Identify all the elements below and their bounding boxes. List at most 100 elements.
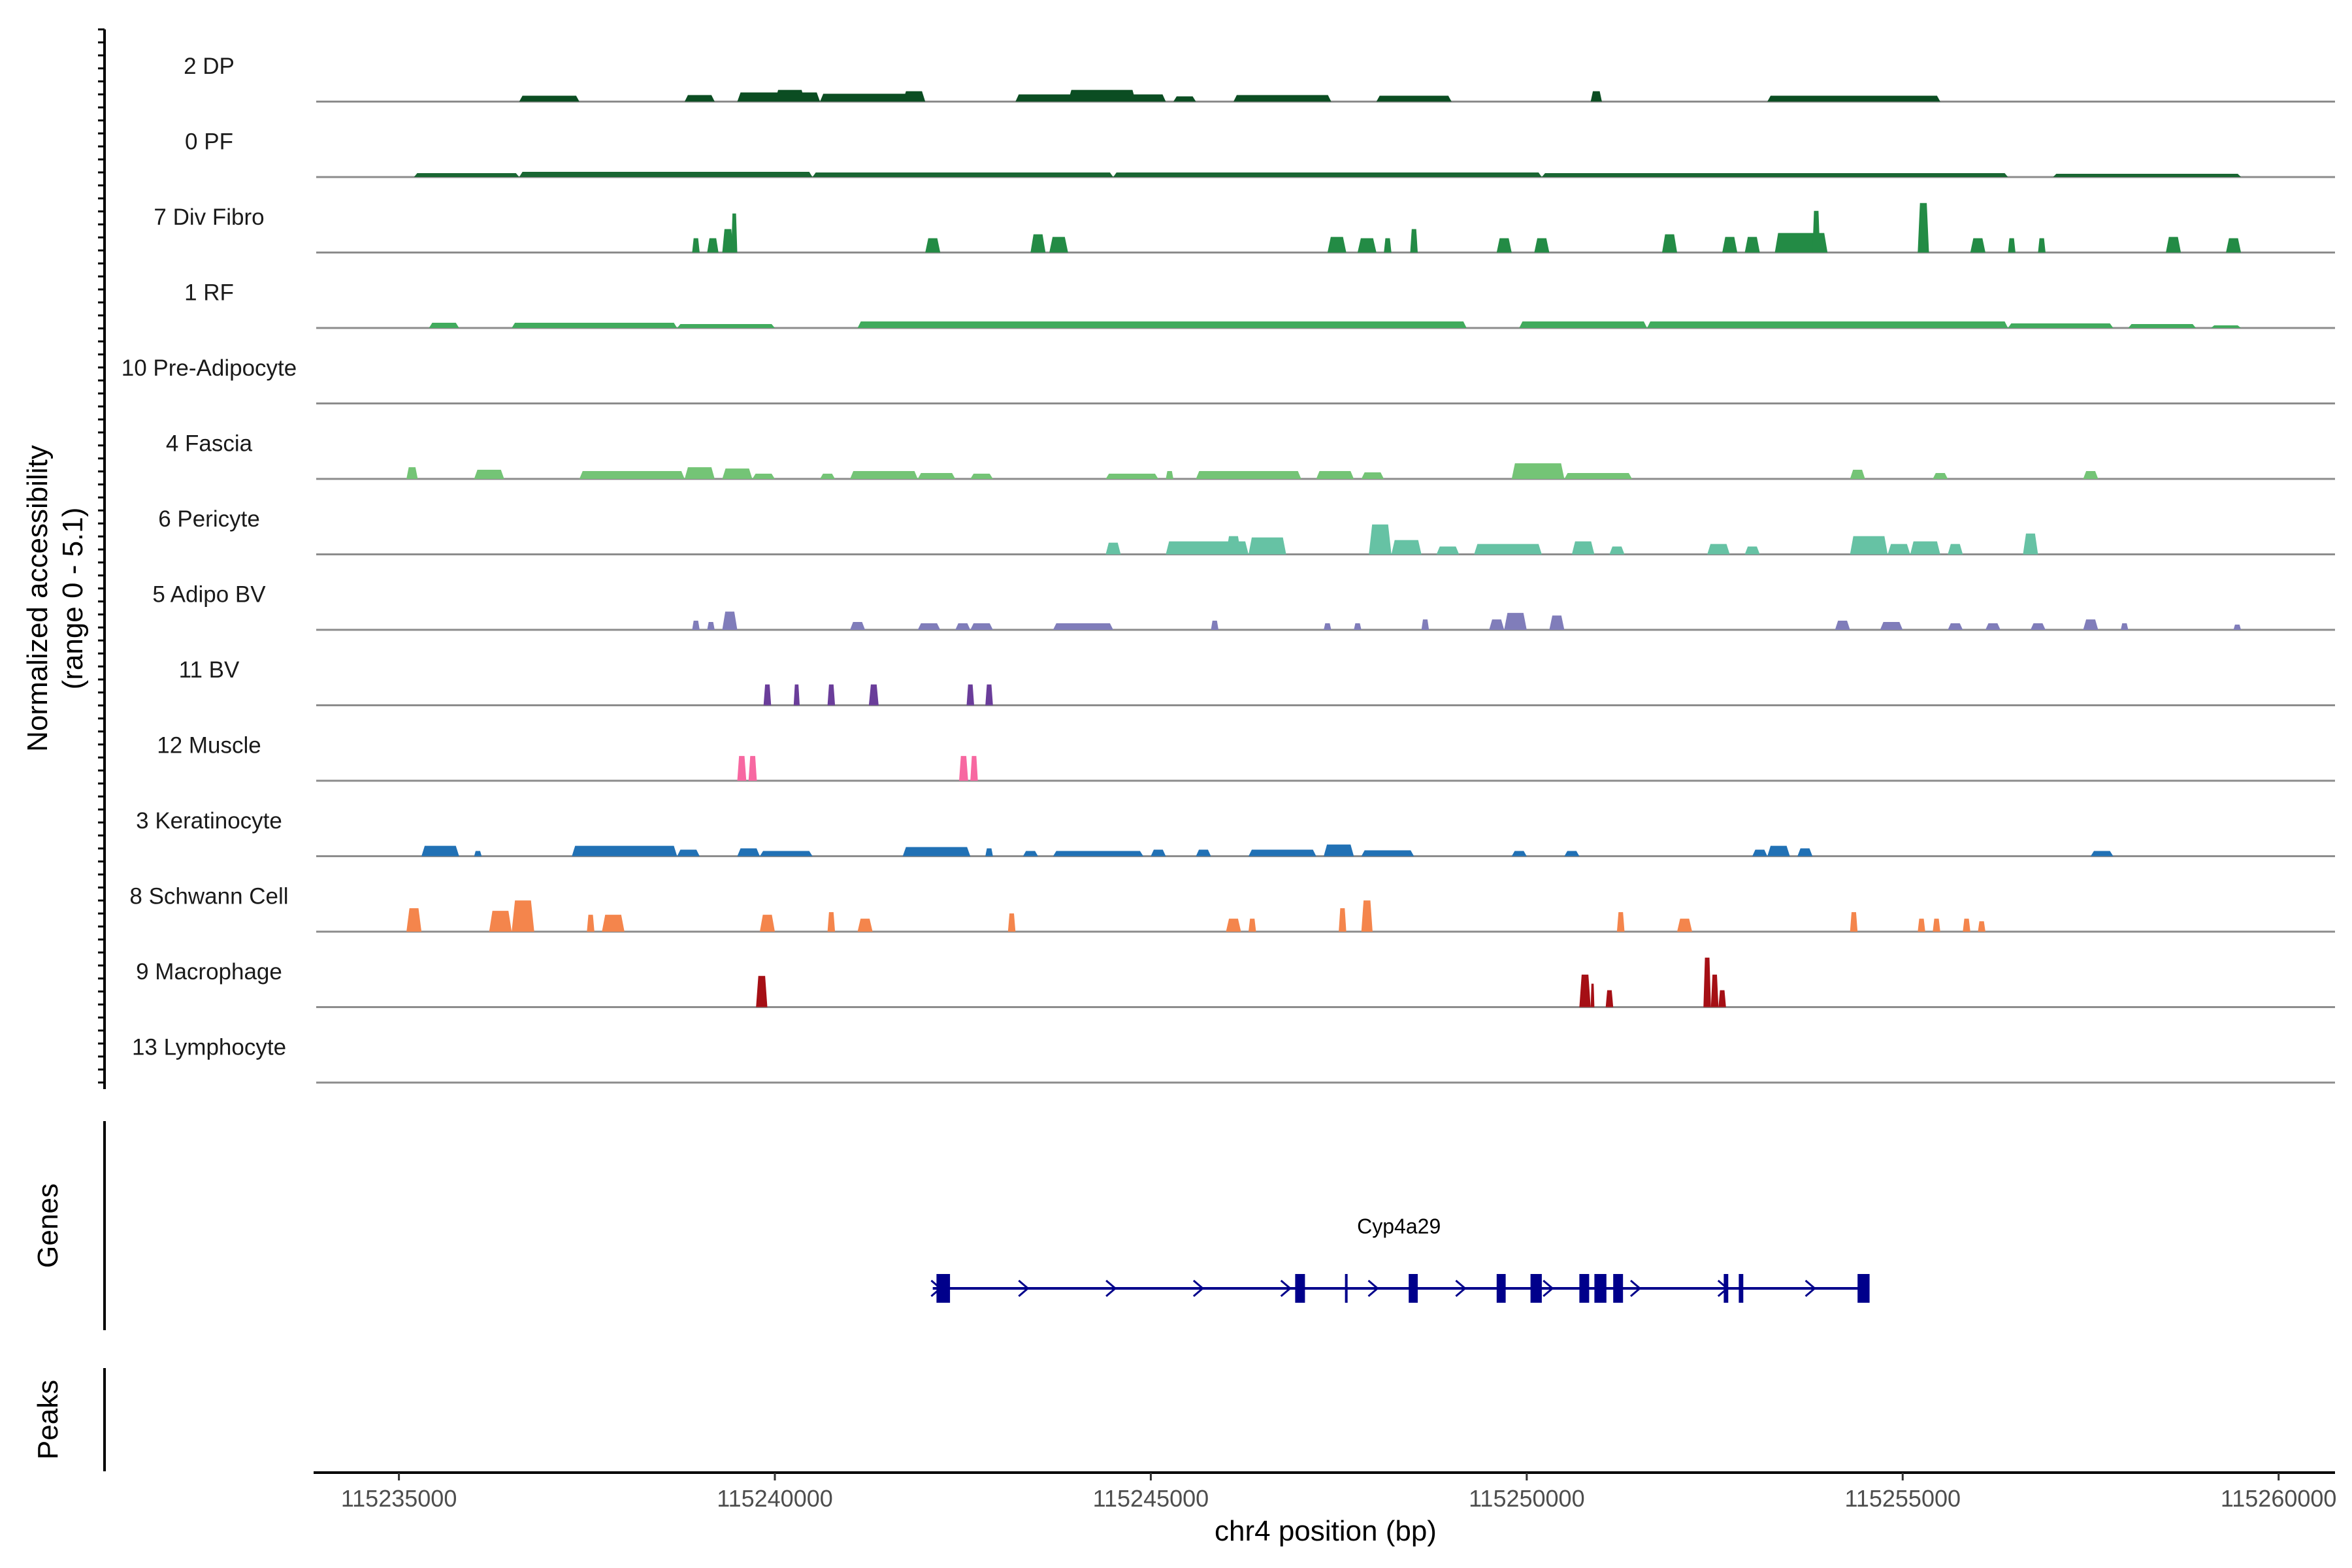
track-8-schwann-cell: 8 Schwann Cell — [129, 884, 2335, 933]
strand-arrow — [1455, 1279, 1467, 1298]
y-axis-title: Normalized accessibility — [22, 445, 54, 751]
coverage-peak — [2030, 623, 2046, 630]
coverage-peak — [1647, 321, 2008, 328]
track-label: 12 Muscle — [157, 733, 261, 759]
track-3-keratinocyte: 3 Keratinocyte — [136, 808, 2335, 857]
peaks-panel: Peaks — [32, 1368, 106, 1471]
gene-exon — [936, 1274, 951, 1303]
coverage-peak — [1590, 91, 1602, 102]
x-axis-title: chr4 position (bp) — [1215, 1515, 1437, 1547]
coverage-peak — [1421, 619, 1429, 630]
genes-panel-title: Genes — [32, 1183, 64, 1268]
coverage-peak — [1534, 238, 1550, 253]
y-axis: Normalized accessibility (range 0 - 5.1) — [22, 28, 106, 1089]
coverage-peak — [1767, 845, 1790, 857]
coverage-peak — [1226, 536, 1241, 555]
coverage-peak — [1316, 471, 1354, 479]
coverage-peak — [752, 474, 775, 479]
coverage-peak — [722, 468, 753, 479]
gene-exon — [1613, 1274, 1624, 1303]
coverage-peak — [850, 622, 866, 630]
track-10-pre-adipocyte: 10 Pre-Adipocyte — [122, 355, 2335, 404]
coverage-peak — [2166, 237, 2181, 253]
coverage-peak — [902, 847, 971, 857]
coverage-peak — [519, 172, 813, 177]
coverage-peak — [1173, 96, 1196, 102]
coverage-peak — [985, 684, 993, 706]
coverage-peak — [1226, 919, 1241, 932]
coverage-peak — [1324, 844, 1354, 857]
coverage-peak — [1549, 615, 1565, 630]
coverage-peak — [1571, 541, 1595, 555]
coverage-peak — [1850, 912, 1858, 932]
coverage-peak — [1541, 173, 2008, 177]
coverage-peak — [1339, 908, 1347, 932]
coverage-peak — [1496, 238, 1512, 253]
coverage-peak — [985, 848, 993, 857]
coverage-peak — [1151, 849, 1166, 857]
coverage-peak — [1233, 95, 1331, 102]
strand-arrow — [1367, 1279, 1379, 1298]
coverage-peak — [2023, 533, 2038, 555]
coverage-peak — [684, 467, 715, 479]
track-label: 6 Pericyte — [158, 506, 260, 532]
y-axis-ticks — [98, 28, 105, 1084]
x-axis: 115235000 115240000 115245000 115250000 1152… — [314, 1471, 2336, 1547]
coverage-peak — [2008, 238, 2016, 253]
coverage-peak — [775, 90, 805, 102]
coverage-peak — [1249, 849, 1316, 857]
coverage-peak — [966, 684, 974, 706]
coverage-peak — [1609, 546, 1625, 555]
coverage-peak — [707, 622, 715, 630]
track-11-bv: 11 BV — [179, 657, 2335, 706]
coverage-peak — [1211, 621, 1218, 630]
coverage-peak — [677, 849, 700, 857]
coverage-peak — [489, 911, 512, 932]
track-5-adipo-bv: 5 Adipo BV — [152, 582, 2335, 631]
coverage-peak — [1166, 471, 1173, 479]
peaks-panel-title: Peaks — [32, 1380, 64, 1460]
coverage-peak — [857, 919, 873, 932]
coverage-peak — [1850, 536, 1888, 555]
coverage-peak — [1948, 623, 1963, 630]
coverage-peak — [1752, 849, 1768, 857]
track-0-pf: 0 PF — [185, 129, 2335, 178]
track-9-macrophage: 9 Macrophage — [136, 957, 2335, 1008]
track-1-rf: 1 RF — [184, 280, 2335, 329]
coverage-peak — [1410, 229, 1418, 253]
coverage-peak — [1113, 172, 1542, 177]
coverage-peak — [2233, 625, 2242, 630]
coverage-peak — [820, 93, 918, 102]
coverage-peak — [1564, 851, 1580, 857]
coverage-peak — [1030, 234, 1046, 253]
coverage-peak — [857, 321, 1467, 328]
coverage-peak — [1797, 848, 1813, 857]
coverage-peak — [1068, 90, 1136, 102]
coverage-peak — [2083, 471, 2099, 479]
coverage-peak — [756, 975, 768, 1007]
coverage-peak — [1391, 540, 1422, 555]
coverage-peak — [1327, 237, 1347, 253]
gene-exon — [1723, 1274, 1729, 1303]
coverage-peak — [1361, 472, 1384, 479]
coverage-peak — [1105, 542, 1121, 555]
coverage-peak — [1354, 623, 1362, 630]
coverage-peak — [2053, 174, 2242, 177]
track-4-fascia: 4 Fascia — [166, 431, 2335, 480]
coverage-peak — [1662, 234, 1677, 253]
coverage-peak — [748, 756, 757, 781]
track-label: 2 DP — [184, 54, 235, 79]
coverage-peak — [421, 845, 459, 857]
coverage-peak — [970, 474, 993, 479]
gene-exon — [1857, 1274, 1870, 1303]
track-label: 11 BV — [179, 657, 240, 683]
coverage-peak — [1710, 974, 1719, 1007]
coverage-peak — [1196, 471, 1301, 479]
gene-exon — [1594, 1274, 1607, 1303]
coverage-peak — [737, 848, 760, 857]
coverage-peak — [1049, 237, 1068, 253]
coverage-peak — [850, 471, 918, 479]
x-axis-tick-label: 115235000 — [341, 1485, 457, 1512]
coverage-peak — [512, 323, 678, 328]
coverage-peak — [677, 324, 775, 328]
